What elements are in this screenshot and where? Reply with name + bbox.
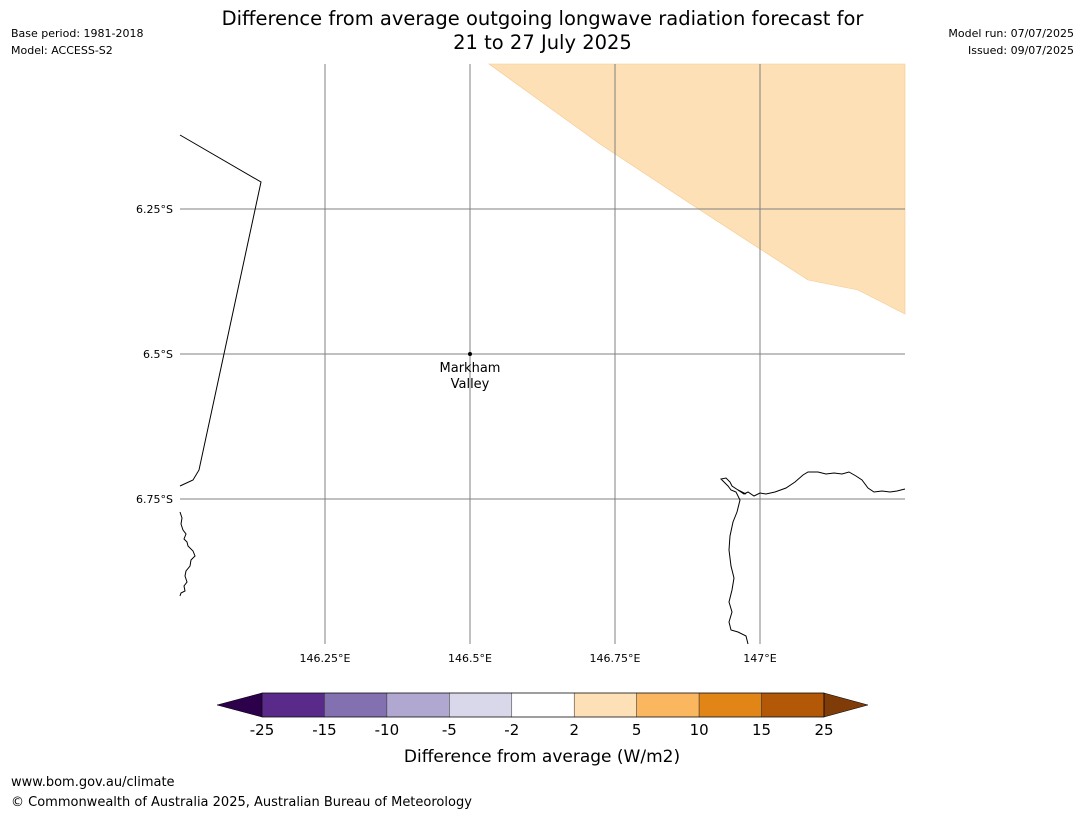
colorbar-title: Difference from average (W/m2) (404, 747, 680, 767)
model-run-text: Model run: 07/07/2025 (948, 27, 1074, 40)
title-line-1: Difference from average outgoing longwav… (221, 7, 864, 30)
colorbar-bin (511, 692, 575, 718)
map-panel: Markham Valley 6.25°S 6.5°S 6.75°S 146.25°… (136, 63, 906, 665)
border-line (179, 134, 262, 487)
place-label-line-2: Valley (451, 377, 490, 392)
colorbar-over-arrow (823, 692, 869, 718)
colorbar-tick-label: 5 (632, 721, 642, 739)
colorbar-tick-label: -2 (504, 721, 519, 739)
colorbar-bins (216, 692, 869, 718)
coastline-west (179, 511, 196, 597)
colorbar-tick-label: 2 (569, 721, 579, 739)
colorbar-frame (261, 692, 825, 718)
longitude-labels: 146.25°E 146.5°E 146.75°E 147°E (300, 652, 777, 665)
colorbar-tick-label: -15 (312, 721, 337, 739)
longitude-label: 147°E (743, 652, 776, 665)
place-marker (468, 352, 472, 356)
colorbar-tick-label: -5 (442, 721, 457, 739)
page-title: Difference from average outgoing longwav… (0, 7, 1085, 55)
colorbar-bin (573, 692, 637, 718)
base-period-text: Base period: 1981-2018 (11, 27, 144, 40)
longitude-label: 146.25°E (300, 652, 351, 665)
colorbar-bin (636, 692, 700, 718)
latitude-labels: 6.25°S 6.5°S 6.75°S (136, 203, 173, 506)
colorbar-under-arrow (216, 692, 263, 718)
place-label-line-1: Markham (440, 361, 501, 376)
anomaly-region (488, 63, 906, 315)
gridlines (180, 64, 905, 644)
colorbar-bin (698, 692, 762, 718)
longitude-label: 146.75°E (590, 652, 641, 665)
colorbar-bin (261, 692, 325, 718)
coastline-inlet (737, 489, 747, 495)
issued-text: Issued: 09/07/2025 (967, 44, 1074, 57)
footer-url[interactable]: www.bom.gov.au/climate (11, 775, 175, 790)
latitude-label: 6.5°S (143, 348, 173, 361)
colorbar-tick-label: -25 (250, 721, 275, 739)
title-line-2: 21 to 27 July 2025 (453, 31, 632, 54)
colorbar-bin (449, 692, 513, 718)
colorbar-tick-label: 15 (752, 721, 771, 739)
colorbar-tick-label: 10 (690, 721, 709, 739)
colorbar-tick-label: -10 (375, 721, 400, 739)
footer-copyright: © Commonwealth of Australia 2025, Austra… (11, 795, 472, 810)
latitude-label: 6.75°S (136, 493, 173, 506)
colorbar-bin (324, 692, 388, 718)
colorbar-tick-labels: -25 -15 -10 -5 -2 2 5 10 15 25 (250, 721, 834, 739)
colorbar-bin (761, 692, 825, 718)
latitude-label: 6.25°S (136, 203, 173, 216)
colorbar-tick-label: 25 (814, 721, 833, 739)
model-text: Model: ACCESS-S2 (11, 44, 113, 57)
longitude-label: 146.5°E (448, 652, 492, 665)
header-meta-left: Base period: 1981-2018 Model: ACCESS-S2 (11, 25, 143, 59)
colorbar-bin (386, 692, 450, 718)
header-meta-right: Model run: 07/07/2025 Issued: 09/07/2025 (948, 25, 1074, 59)
colorbar: -25 -15 -10 -5 -2 2 5 10 15 25 Difference from av… (216, 692, 869, 767)
